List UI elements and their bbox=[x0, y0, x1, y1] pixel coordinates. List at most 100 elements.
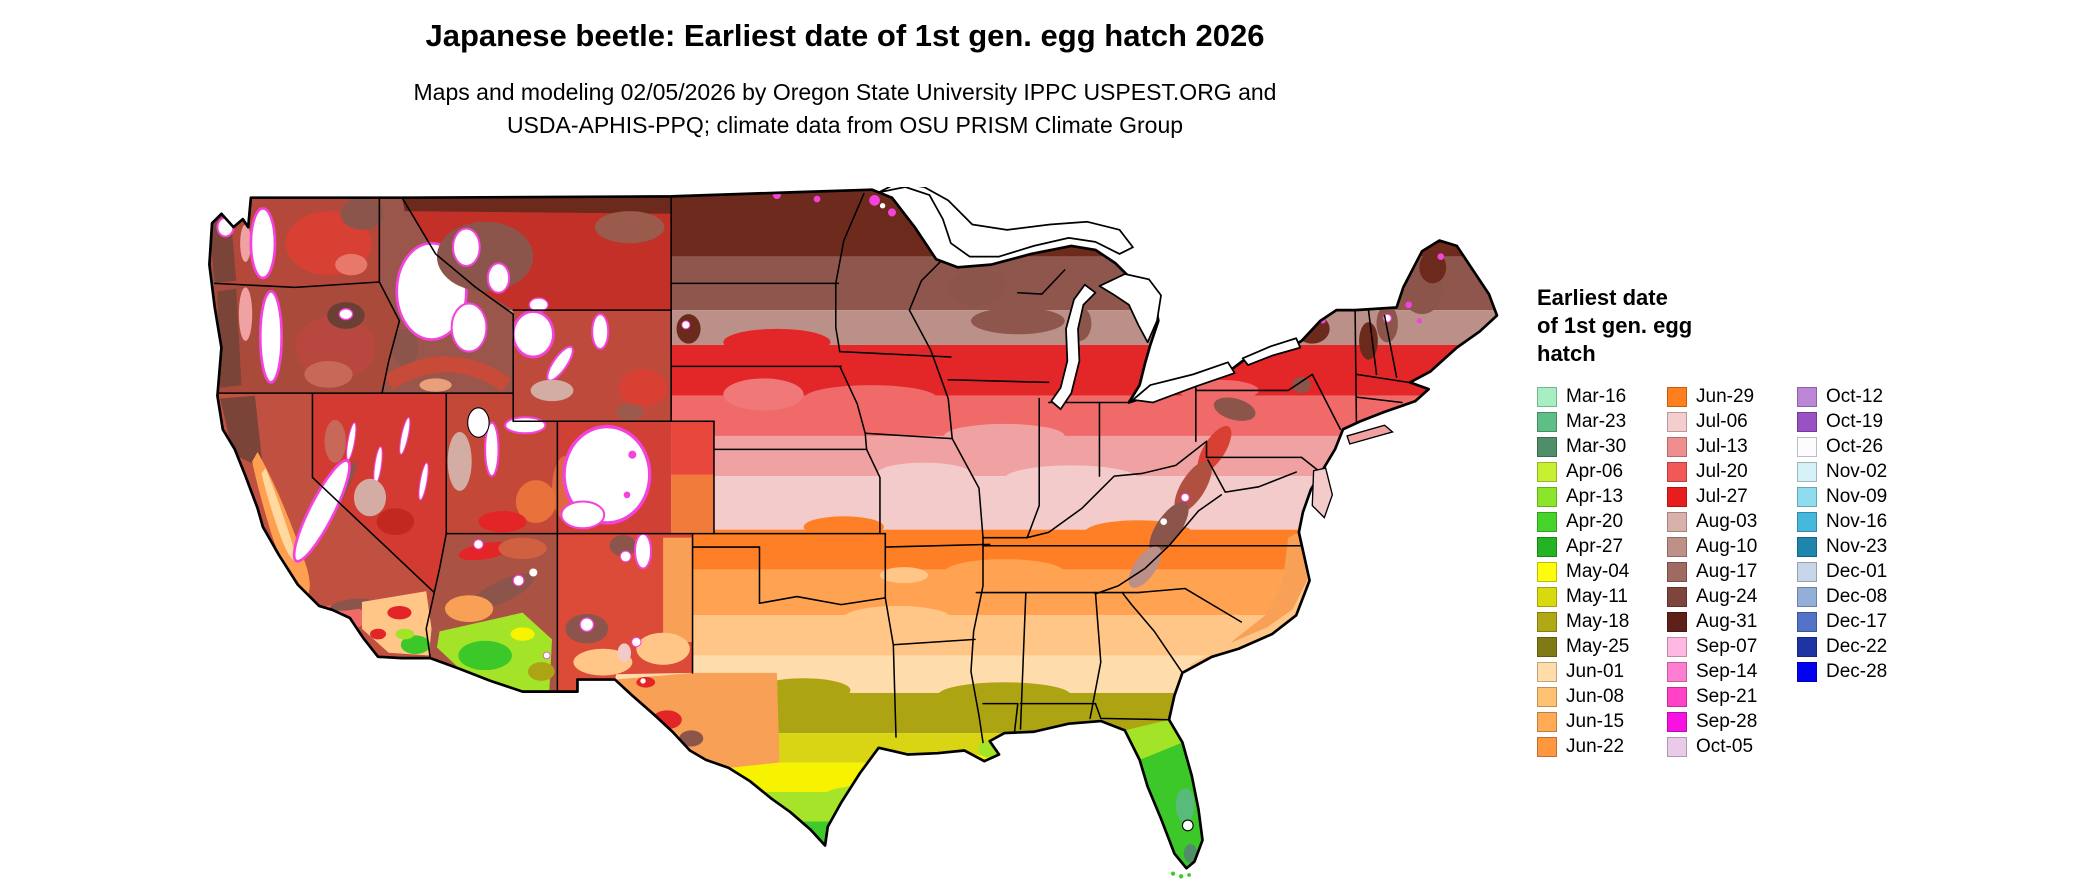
legend-swatch bbox=[1667, 536, 1687, 557]
legend-label: Sep-07 bbox=[1696, 635, 1758, 657]
legend-label: Mar-30 bbox=[1566, 435, 1627, 457]
legend-title: Earliest date of 1st gen. egg hatch bbox=[1537, 284, 2097, 368]
legend-swatch bbox=[1667, 511, 1687, 532]
legend-label: Jun-15 bbox=[1566, 710, 1625, 732]
legend-columns: Mar-16 Mar-23 Mar-30 Apr-06 Apr-13 Apr-20 Apr-… bbox=[1537, 384, 2097, 759]
legend-item: Jul-20 bbox=[1667, 459, 1797, 484]
legend-swatch bbox=[1667, 611, 1687, 632]
map-fill bbox=[209, 189, 1497, 869]
legend-label: Jul-06 bbox=[1696, 410, 1748, 432]
great-lakes bbox=[467, 187, 1302, 832]
legend-item: May-04 bbox=[1537, 559, 1667, 584]
legend-item: Nov-23 bbox=[1797, 534, 1927, 559]
legend-item: Apr-06 bbox=[1537, 459, 1667, 484]
legend-swatch bbox=[1537, 386, 1557, 407]
page-title: Japanese beetle: Earliest date of 1st ge… bbox=[425, 18, 1265, 53]
legend-swatch bbox=[1667, 686, 1687, 707]
legend-swatch bbox=[1537, 436, 1557, 457]
legend-label: Oct-05 bbox=[1696, 735, 1754, 757]
legend-label: Dec-17 bbox=[1826, 610, 1888, 632]
legend-label: Jul-13 bbox=[1696, 435, 1748, 457]
legend-label: Apr-20 bbox=[1566, 510, 1624, 532]
legend-swatch bbox=[1537, 486, 1557, 507]
legend-item: Jun-29 bbox=[1667, 384, 1797, 409]
state-borders bbox=[213, 192, 1410, 744]
us-map bbox=[201, 187, 1500, 883]
legend-swatch bbox=[1797, 386, 1817, 407]
legend-item: Dec-01 bbox=[1797, 559, 1927, 584]
legend-column: Oct-12 Oct-19 Oct-26 Nov-02 Nov-09 Nov-16 Nov-… bbox=[1797, 384, 1927, 759]
legend-swatch bbox=[1537, 536, 1557, 557]
subtitle-line-1: Maps and modeling 02/05/2026 by Oregon S… bbox=[413, 79, 1277, 105]
legend-item: Dec-28 bbox=[1797, 659, 1927, 684]
lake-erie bbox=[1132, 361, 1236, 404]
legend-item: Aug-17 bbox=[1667, 559, 1797, 584]
lake-ontario bbox=[1241, 337, 1302, 366]
legend-item: May-11 bbox=[1537, 584, 1667, 609]
legend-swatch bbox=[1797, 636, 1817, 657]
legend-title-line-2: of 1st gen. egg bbox=[1537, 313, 1693, 338]
legend-swatch bbox=[1667, 661, 1687, 682]
legend-label: Jun-08 bbox=[1566, 685, 1625, 707]
legend-item: Jun-22 bbox=[1537, 734, 1667, 759]
legend-label: Sep-28 bbox=[1696, 710, 1758, 732]
legend-label: May-11 bbox=[1566, 585, 1628, 607]
legend-label: Mar-16 bbox=[1566, 385, 1627, 407]
legend-swatch bbox=[1667, 436, 1687, 457]
legend-column: Mar-16 Mar-23 Mar-30 Apr-06 Apr-13 Apr-20 Apr-… bbox=[1537, 384, 1667, 759]
legend-label: Apr-13 bbox=[1566, 485, 1624, 507]
legend-item: Apr-13 bbox=[1537, 484, 1667, 509]
legend-swatch bbox=[1667, 486, 1687, 507]
legend-item: Aug-10 bbox=[1667, 534, 1797, 559]
legend-item: Oct-19 bbox=[1797, 409, 1927, 434]
legend-label: Aug-03 bbox=[1696, 510, 1758, 532]
legend-swatch bbox=[1537, 611, 1557, 632]
lake-superior bbox=[877, 187, 1134, 258]
legend-swatch bbox=[1537, 411, 1557, 432]
legend-swatch bbox=[1797, 411, 1817, 432]
legend-item: Jul-06 bbox=[1667, 409, 1797, 434]
legend-label: Oct-12 bbox=[1826, 385, 1884, 407]
legend-label: Jun-22 bbox=[1566, 735, 1625, 757]
legend-swatch bbox=[1797, 486, 1817, 507]
legend-swatch bbox=[1667, 386, 1687, 407]
legend-item: Sep-14 bbox=[1667, 659, 1797, 684]
legend-swatch bbox=[1537, 461, 1557, 482]
legend-label: Jun-29 bbox=[1696, 385, 1755, 407]
legend-column: Jun-29 Jul-06 Jul-13 Jul-20 Jul-27 Aug-03 Aug-… bbox=[1667, 384, 1797, 759]
great-salt-lake bbox=[467, 407, 490, 438]
legend-swatch bbox=[1667, 461, 1687, 482]
legend-item: Mar-16 bbox=[1537, 384, 1667, 409]
us-map-svg bbox=[208, 187, 1499, 879]
legend-swatch bbox=[1667, 411, 1687, 432]
lake-huron bbox=[1098, 273, 1162, 344]
legend-item: Nov-09 bbox=[1797, 484, 1927, 509]
legend-item: Nov-02 bbox=[1797, 459, 1927, 484]
legend-item: Oct-05 bbox=[1667, 734, 1797, 759]
legend-title-line-3: hatch bbox=[1537, 341, 1596, 366]
legend-item: May-25 bbox=[1537, 634, 1667, 659]
legend-item: Sep-07 bbox=[1667, 634, 1797, 659]
legend-label: Aug-31 bbox=[1696, 610, 1758, 632]
legend-label: Jul-27 bbox=[1696, 485, 1748, 507]
legend-swatch bbox=[1537, 636, 1557, 657]
legend-swatch bbox=[1667, 586, 1687, 607]
legend-item: Sep-21 bbox=[1667, 684, 1797, 709]
legend-item: Dec-22 bbox=[1797, 634, 1927, 659]
legend-item: Apr-27 bbox=[1537, 534, 1667, 559]
legend-label: Aug-10 bbox=[1696, 535, 1758, 557]
legend-label: Nov-23 bbox=[1826, 535, 1888, 557]
legend-swatch bbox=[1537, 686, 1557, 707]
legend-label: Nov-02 bbox=[1826, 460, 1888, 482]
legend-label: Nov-16 bbox=[1826, 510, 1888, 532]
legend-title-line-1: Earliest date bbox=[1537, 285, 1668, 310]
legend-label: Aug-17 bbox=[1696, 560, 1758, 582]
long-island bbox=[1346, 424, 1394, 445]
legend-label: May-04 bbox=[1566, 560, 1630, 582]
legend-swatch bbox=[1537, 586, 1557, 607]
legend-label: Dec-01 bbox=[1826, 560, 1888, 582]
legend-swatch bbox=[1537, 511, 1557, 532]
legend-swatch bbox=[1667, 561, 1687, 582]
terrain-overlays bbox=[209, 191, 1447, 869]
subtitle-line-2: USDA-APHIS-PPQ; climate data from OSU PR… bbox=[506, 112, 1184, 138]
